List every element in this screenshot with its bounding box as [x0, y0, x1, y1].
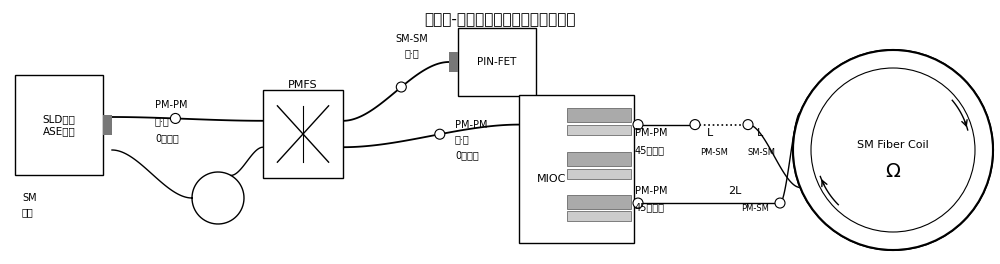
Circle shape — [633, 198, 643, 208]
Circle shape — [690, 120, 700, 130]
Bar — [567, 125, 631, 135]
Text: PM-PM: PM-PM — [455, 120, 488, 130]
Bar — [449, 52, 458, 72]
Text: 45度熔接: 45度熔接 — [635, 202, 665, 212]
Bar — [567, 195, 631, 209]
Bar — [519, 95, 634, 243]
Bar — [567, 152, 631, 166]
Text: 0度熔接: 0度熔接 — [455, 150, 479, 160]
Text: 2L: 2L — [728, 186, 742, 196]
Bar — [263, 90, 343, 178]
Text: 黑·黑: 黑·黑 — [155, 116, 170, 126]
Text: Ω: Ω — [886, 162, 900, 181]
Text: PM-SM: PM-SM — [700, 148, 728, 157]
Text: SM-SM: SM-SM — [396, 34, 428, 44]
Text: 前保偏-后退偏光纤陀螺光纤熔接方案: 前保偏-后退偏光纤陀螺光纤熔接方案 — [424, 12, 576, 27]
Text: SLD或者
ASE光源: SLD或者 ASE光源 — [43, 114, 75, 136]
Circle shape — [775, 198, 785, 208]
Text: PM-SM: PM-SM — [741, 204, 769, 213]
Bar — [567, 211, 631, 221]
Text: PM-PM: PM-PM — [635, 128, 668, 138]
Circle shape — [743, 120, 753, 130]
Circle shape — [435, 129, 445, 139]
Text: 蓝·蓝: 蓝·蓝 — [405, 48, 419, 58]
Bar — [103, 115, 112, 135]
Text: L: L — [757, 128, 763, 138]
Text: PM-PM: PM-PM — [635, 186, 668, 196]
Text: L: L — [707, 128, 713, 138]
Circle shape — [170, 114, 180, 124]
Bar — [15, 75, 103, 175]
Text: PIN-FET: PIN-FET — [477, 57, 517, 67]
Text: 0度熔接: 0度熔接 — [155, 133, 179, 143]
Bar — [567, 108, 631, 122]
Text: SM Fiber Coil: SM Fiber Coil — [857, 140, 929, 150]
Text: 45度熔接: 45度熔接 — [635, 145, 665, 155]
Circle shape — [793, 50, 993, 250]
Circle shape — [793, 50, 993, 250]
Circle shape — [633, 120, 643, 130]
Text: PMFS: PMFS — [288, 80, 318, 90]
Circle shape — [811, 68, 975, 232]
Bar — [567, 169, 631, 179]
Circle shape — [396, 82, 406, 92]
Text: 红·红: 红·红 — [455, 134, 470, 144]
Bar — [458, 28, 536, 96]
Circle shape — [811, 68, 975, 232]
Text: MIOC: MIOC — [537, 174, 566, 184]
Text: SM: SM — [22, 193, 37, 203]
Text: SM-SM: SM-SM — [748, 148, 776, 157]
Text: PM-PM: PM-PM — [155, 100, 188, 110]
Text: 无色: 无色 — [22, 207, 34, 217]
